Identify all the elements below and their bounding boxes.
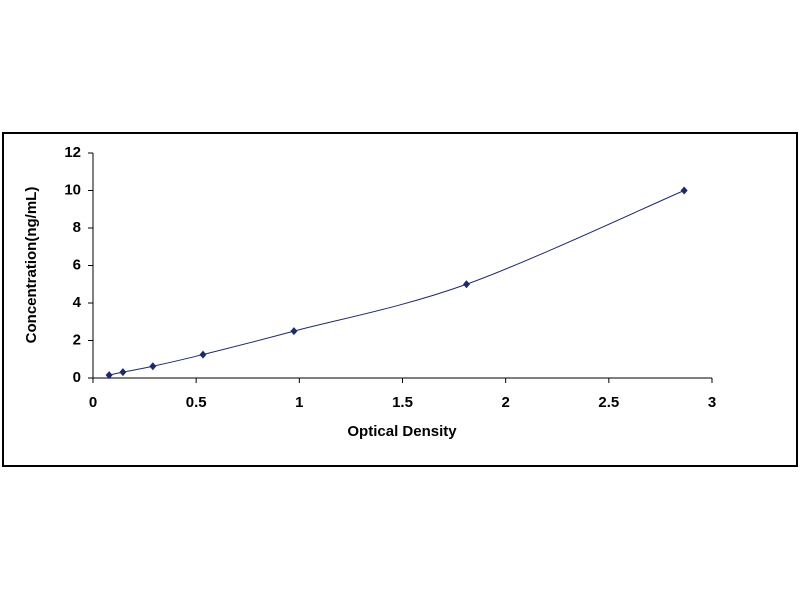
x-tick-label: 2.5 — [598, 394, 619, 411]
y-tick-label: 2 — [73, 331, 81, 348]
x-tick-label: 0 — [89, 394, 97, 411]
point — [149, 362, 157, 371]
x-tick-label: 0.5 — [186, 394, 207, 411]
x-tick-label: 3 — [708, 394, 716, 411]
curve — [108, 190, 685, 376]
x-tick-label: 1.5 — [392, 394, 413, 411]
y-tick-label: 0 — [73, 369, 81, 386]
chart-frame — [2, 132, 798, 467]
y-tick-label: 8 — [73, 219, 81, 236]
x-tick-label: 2 — [501, 394, 509, 411]
point — [119, 368, 127, 377]
y-tick-label: 4 — [73, 294, 82, 311]
y-axis-title: Concentration(ng/mL) — [23, 187, 40, 344]
point — [199, 350, 207, 359]
point — [290, 327, 298, 336]
y-tick-label: 6 — [73, 256, 81, 273]
y-tick-label: 10 — [64, 181, 81, 198]
point — [680, 186, 688, 195]
x-tick-label: 1 — [295, 394, 303, 411]
x-axis-title: Optical Density — [347, 423, 457, 440]
y-tick-label: 12 — [64, 144, 81, 161]
point — [462, 280, 470, 289]
point — [105, 371, 113, 380]
